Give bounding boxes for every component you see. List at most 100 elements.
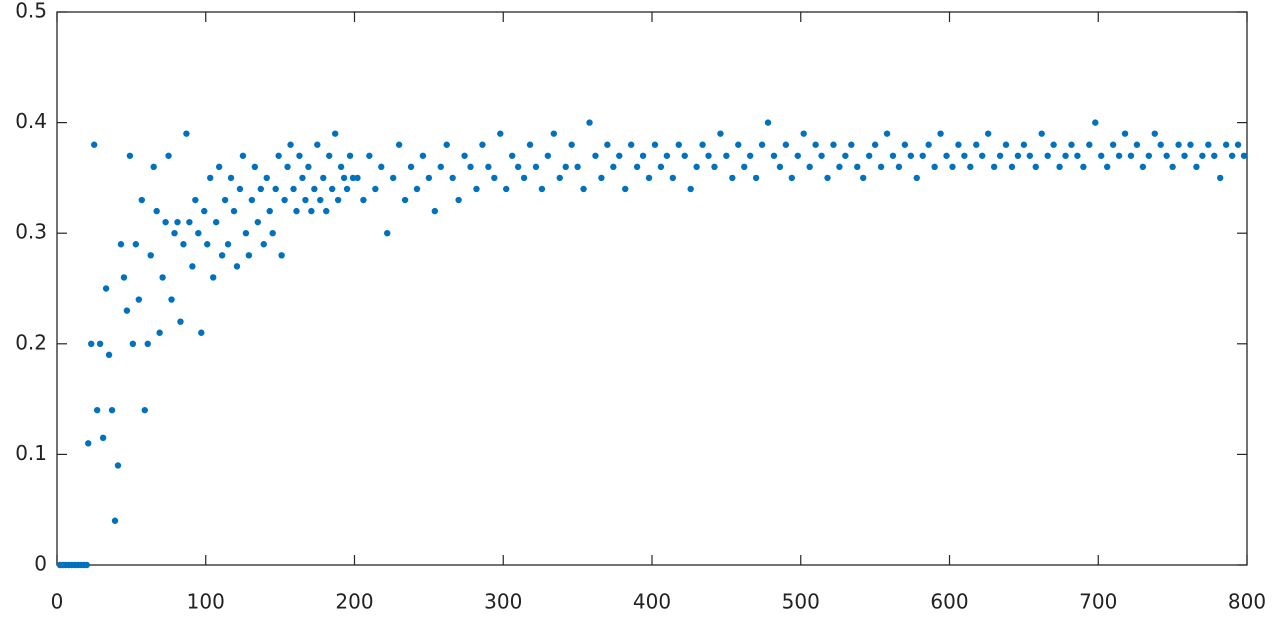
point: [354, 174, 361, 182]
y-tick-label: 0.3: [15, 220, 47, 244]
point: [931, 163, 938, 171]
point: [328, 185, 336, 193]
y-tick-label: 0.4: [15, 109, 47, 133]
point: [360, 196, 367, 204]
point: [215, 163, 223, 171]
point: [782, 141, 790, 148]
x-tick-label: 500: [782, 590, 820, 614]
point: [156, 329, 163, 336]
point: [284, 163, 291, 171]
point: [741, 163, 748, 171]
point: [144, 340, 151, 347]
point: [752, 174, 760, 182]
y-tick-label: 0.2: [15, 330, 47, 354]
point: [287, 141, 294, 148]
point: [153, 207, 160, 215]
point: [311, 185, 318, 193]
x-tick-label: 300: [484, 590, 522, 614]
point: [141, 406, 148, 414]
point: [967, 163, 974, 171]
point: [1115, 152, 1123, 159]
point: [973, 141, 980, 148]
point: [681, 152, 688, 159]
point: [1163, 152, 1170, 159]
point: [735, 141, 742, 148]
point: [180, 241, 187, 248]
point: [245, 252, 253, 259]
point: [88, 340, 95, 347]
point: [657, 163, 665, 171]
point: [943, 152, 950, 159]
point: [308, 207, 315, 215]
point: [979, 152, 986, 159]
point: [1014, 152, 1022, 159]
point: [455, 196, 462, 204]
point: [242, 230, 250, 237]
point: [990, 163, 998, 171]
point: [622, 185, 629, 193]
point: [331, 130, 339, 137]
point: [337, 163, 345, 171]
point: [1080, 163, 1087, 171]
point: [1211, 152, 1218, 159]
point: [269, 230, 276, 237]
point: [201, 207, 208, 215]
point: [239, 152, 247, 159]
point: [349, 174, 357, 182]
point: [372, 185, 379, 193]
point: [955, 141, 962, 148]
point: [117, 241, 125, 248]
point: [1217, 174, 1224, 182]
point: [1038, 130, 1045, 137]
point: [407, 163, 415, 171]
point: [1157, 141, 1164, 148]
x-tick-label: 200: [335, 590, 373, 614]
point: [746, 152, 754, 159]
point: [479, 141, 486, 148]
point: [378, 163, 385, 171]
point: [102, 285, 110, 292]
point: [209, 274, 217, 281]
plot-frame: [56, 11, 1248, 566]
point: [263, 174, 270, 182]
y-tick-label: 0.1: [15, 441, 47, 465]
point: [230, 207, 238, 215]
point: [366, 152, 373, 159]
point: [251, 163, 259, 171]
point: [687, 185, 694, 193]
point: [183, 130, 190, 137]
point: [1050, 141, 1057, 148]
point: [1032, 163, 1039, 171]
point: [961, 152, 968, 159]
point: [96, 340, 104, 347]
point: [776, 163, 784, 171]
point: [1062, 152, 1069, 159]
point: [592, 152, 599, 159]
point: [800, 130, 807, 137]
point: [889, 152, 897, 159]
point: [1133, 141, 1141, 148]
point: [544, 152, 552, 159]
point: [598, 174, 605, 182]
point: [633, 163, 641, 171]
point: [764, 119, 772, 126]
point: [221, 196, 229, 204]
point: [162, 218, 169, 226]
point: [218, 252, 226, 259]
point: [1240, 152, 1248, 159]
point: [340, 174, 348, 182]
point: [138, 196, 145, 204]
point: [425, 174, 433, 182]
point: [207, 174, 214, 182]
point: [1103, 163, 1111, 171]
point: [604, 141, 611, 148]
point: [419, 152, 427, 159]
point: [729, 174, 736, 182]
point: [883, 130, 891, 137]
point: [272, 185, 279, 193]
point: [431, 207, 439, 215]
point: [1074, 152, 1081, 159]
point: [224, 241, 232, 248]
point: [317, 196, 324, 204]
point: [830, 141, 837, 148]
